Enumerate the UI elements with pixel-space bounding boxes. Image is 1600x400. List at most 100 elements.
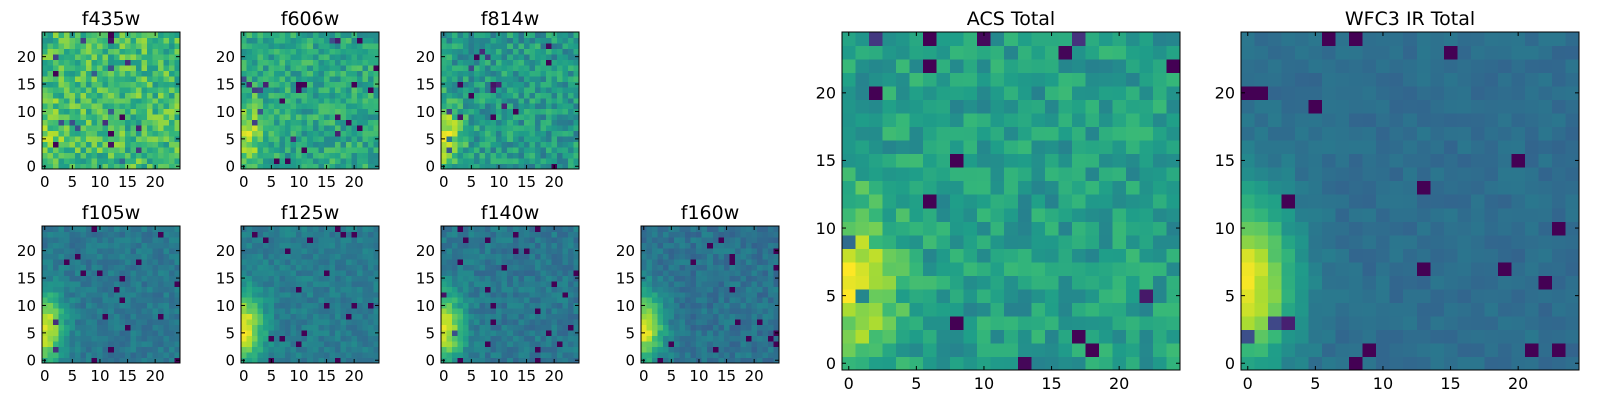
heatmap-cell — [567, 130, 574, 137]
heatmap-cell — [86, 147, 93, 154]
heatmap-cell — [556, 152, 563, 159]
heatmap-cell — [457, 242, 464, 249]
heatmap-cell — [556, 97, 563, 104]
heatmap-cell — [312, 330, 319, 337]
heatmap-cell — [146, 136, 153, 143]
heatmap-cell — [457, 125, 464, 132]
heatmap-cell — [556, 64, 563, 71]
heatmap-cell — [75, 114, 82, 121]
heatmap-cell — [545, 147, 552, 154]
heatmap-cell — [246, 48, 253, 55]
heatmap-cell — [501, 152, 508, 159]
heatmap-cell — [69, 258, 76, 265]
heatmap-cell — [723, 341, 730, 348]
heatmap-cell — [367, 247, 374, 254]
heatmap-cell — [512, 59, 519, 66]
heatmap-cell — [329, 286, 336, 293]
heatmap-cell — [663, 247, 670, 254]
heatmap-cell — [312, 286, 319, 293]
heatmap-cell — [285, 330, 292, 337]
heatmap-cell — [296, 242, 303, 249]
heatmap-cell — [562, 352, 569, 359]
heatmap-cell — [53, 247, 60, 254]
heatmap-cell — [47, 75, 54, 82]
heatmap-cell — [86, 226, 93, 232]
heatmap-cell — [356, 59, 363, 66]
heatmap-cell — [69, 53, 76, 60]
heatmap-cell — [80, 136, 87, 143]
heatmap-cell — [75, 92, 82, 99]
heatmap-cell — [274, 70, 281, 77]
heatmap-cell — [168, 236, 175, 243]
heatmap-cell — [729, 253, 736, 260]
heatmap-cell — [690, 264, 697, 271]
heatmap-cell — [53, 308, 60, 315]
heatmap-cell — [512, 64, 519, 71]
heatmap-cell — [963, 302, 978, 317]
heatmap-cell — [507, 319, 514, 326]
heatmap-cell — [152, 97, 159, 104]
heatmap-cell — [496, 141, 503, 148]
heatmap-cell — [1112, 207, 1127, 222]
heatmap-cell — [556, 70, 563, 77]
heatmap-cell — [268, 346, 275, 353]
heatmap-cell — [767, 286, 774, 293]
heatmap-cell — [452, 319, 459, 326]
heatmap-cell — [373, 319, 380, 326]
heatmap-cell — [1004, 302, 1019, 317]
heatmap-cell — [663, 275, 670, 282]
heatmap-cell — [990, 194, 1005, 209]
heatmap-cell — [246, 352, 253, 359]
heatmap-cell — [97, 297, 104, 304]
heatmap-cell — [91, 119, 98, 126]
heatmap-cell — [446, 81, 453, 88]
heatmap-cell — [529, 64, 536, 71]
heatmap-cell — [367, 330, 374, 337]
heatmap-cell — [141, 48, 148, 55]
heatmap-cell — [241, 70, 248, 77]
heatmap-cell — [869, 356, 884, 371]
heatmap-cell — [113, 352, 120, 359]
heatmap-cell — [340, 163, 347, 170]
heatmap-cell — [668, 346, 675, 353]
heatmap-cell — [351, 97, 358, 104]
heatmap-cell — [124, 324, 131, 331]
heatmap-cell — [157, 346, 164, 353]
heatmap-cell — [329, 92, 336, 99]
heatmap-cell — [345, 286, 352, 293]
heatmap-cell — [712, 275, 719, 282]
heatmap-cell — [463, 136, 470, 143]
heatmap-cell — [534, 335, 541, 342]
heatmap-cell — [441, 253, 448, 260]
heatmap-cell — [474, 258, 481, 265]
heatmap-cell — [457, 308, 464, 315]
heatmap-cell — [756, 357, 763, 364]
heatmap-cell — [97, 75, 104, 82]
heatmap-cell — [362, 86, 369, 93]
heatmap-cell — [53, 286, 60, 293]
heatmap-cell — [307, 302, 314, 309]
heatmap-cell — [685, 308, 692, 315]
heatmap-cell — [141, 64, 148, 71]
heatmap-cell — [329, 163, 336, 170]
heatmap-cell — [323, 302, 330, 309]
heatmap-cell — [58, 92, 65, 99]
heatmap-cell — [47, 53, 54, 60]
heatmap-cell — [556, 103, 563, 110]
heatmap-cell — [977, 302, 992, 317]
y-tick-label: 20 — [216, 48, 235, 66]
heatmap-cell — [307, 280, 314, 287]
heatmap-cell — [869, 302, 884, 317]
heatmap-cell — [490, 330, 497, 337]
heatmap-cell — [523, 92, 530, 99]
heatmap-cell — [518, 335, 525, 342]
heatmap-cell — [1139, 288, 1154, 303]
heatmap-cell — [312, 75, 319, 82]
heatmap-cell — [512, 37, 519, 44]
heatmap-cell — [42, 48, 49, 55]
heatmap-cell — [745, 258, 752, 265]
heatmap-cell — [457, 319, 464, 326]
heatmap-cell — [479, 86, 486, 93]
heatmap-cell — [318, 324, 325, 331]
heatmap-cell — [452, 103, 459, 110]
